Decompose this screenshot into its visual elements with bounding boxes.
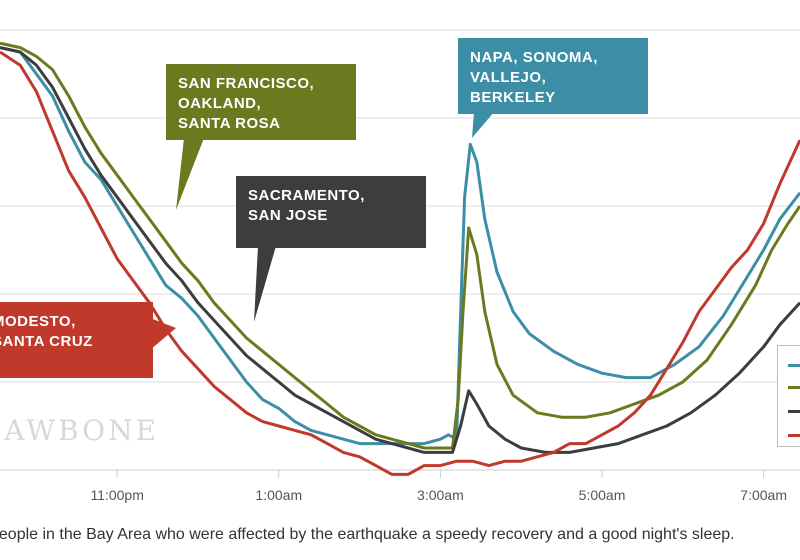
x-tick-label: 1:00am xyxy=(255,487,302,503)
series-line-0 xyxy=(0,46,800,446)
series-line-1 xyxy=(0,41,800,450)
modesto-callout-line: SANTA CRUZ xyxy=(0,333,93,350)
modesto-callout-line: MODESTO, xyxy=(0,313,76,330)
x-tick-labels: 11:00pm 1:00am 3:00am 5:00am 7:00am xyxy=(90,487,787,503)
series-line-2 xyxy=(0,46,800,454)
series-line-3 xyxy=(0,50,800,476)
x-ticks xyxy=(116,470,765,478)
series-lines xyxy=(0,41,800,476)
napa-callout: NAPA, SONOMA, VALLEJO, BERKELEY xyxy=(458,38,648,114)
caption-text: people in the Bay Area who were affected… xyxy=(0,526,735,543)
x-tick-label: 7:00am xyxy=(740,487,787,503)
x-tick-label: 5:00am xyxy=(579,487,626,503)
legend xyxy=(777,345,800,447)
sf-oakland-callout: SAN FRANCISCO, OAKLAND, SANTA ROSA xyxy=(166,64,356,140)
x-tick-label: 3:00am xyxy=(417,487,464,503)
napa-callout-line: BERKELEY xyxy=(470,89,556,106)
sacramento-callout-pointer xyxy=(254,246,276,322)
napa-callout-line: VALLEJO, xyxy=(470,69,547,86)
sf-callout-pointer xyxy=(176,138,204,210)
legend-swatch-sf xyxy=(788,386,800,389)
sacramento-callout-line: SAN JOSE xyxy=(248,207,328,224)
modesto-callout-pointer xyxy=(150,318,176,350)
sf-callout-line: SANTA ROSA xyxy=(178,115,281,132)
caption: people in the Bay Area who were affected… xyxy=(0,526,800,550)
sacramento-callout-line: SACRAMENTO, xyxy=(248,187,365,204)
legend-swatch-sacramento xyxy=(788,410,800,413)
x-tick-label: 11:00pm xyxy=(90,487,143,503)
sf-callout-line: OAKLAND, xyxy=(178,95,262,112)
watermark: JAWBONE xyxy=(0,414,159,447)
legend-swatch-napa xyxy=(788,364,800,367)
napa-callout-pointer xyxy=(472,112,494,138)
sacramento-callout: SACRAMENTO, SAN JOSE xyxy=(236,176,426,248)
legend-swatch-modesto xyxy=(788,434,800,437)
sf-callout-line: SAN FRANCISCO, xyxy=(178,75,315,92)
napa-callout-line: NAPA, SONOMA, xyxy=(470,49,598,66)
modesto-callout: MODESTO, SANTA CRUZ xyxy=(0,302,153,378)
